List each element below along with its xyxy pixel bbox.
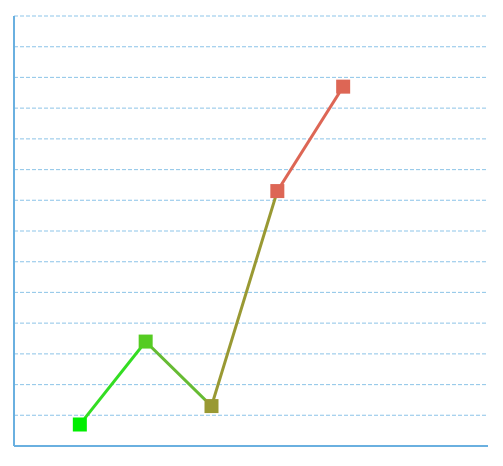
series-line — [80, 87, 343, 425]
data-point — [139, 335, 153, 349]
line-segment — [212, 191, 278, 406]
data-point — [270, 184, 284, 198]
gridlines — [14, 16, 488, 415]
data-point — [73, 418, 87, 432]
line-segment — [146, 342, 212, 407]
data-point — [336, 80, 350, 94]
data-point — [205, 399, 219, 413]
